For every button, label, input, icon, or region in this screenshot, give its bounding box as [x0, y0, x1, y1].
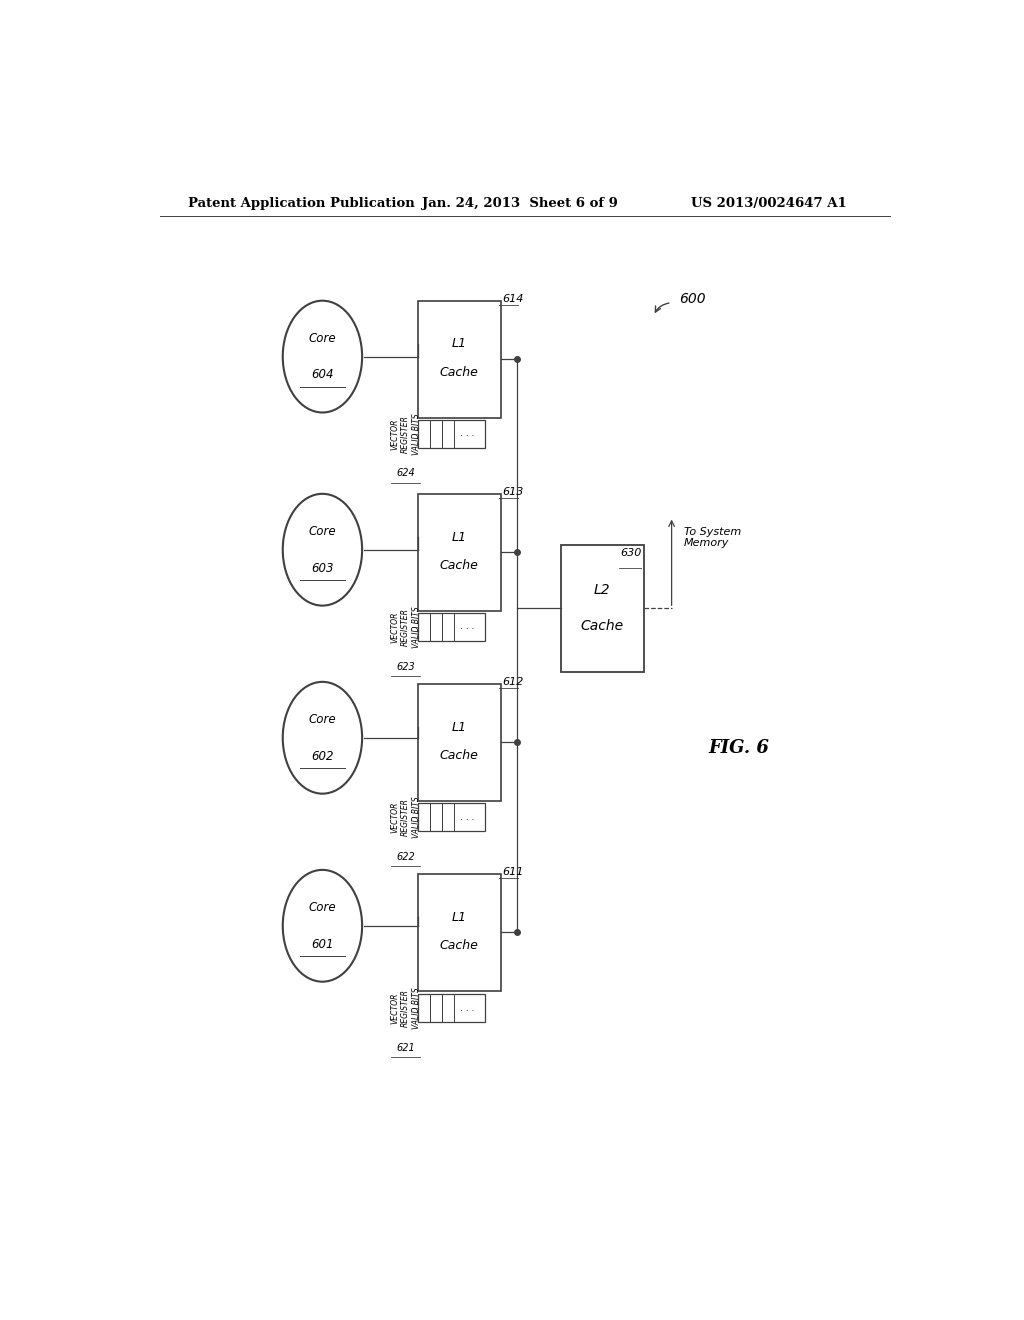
Text: L1: L1: [452, 338, 467, 350]
Bar: [418, 803, 430, 832]
Text: 603: 603: [311, 561, 334, 574]
Text: . . .: . . .: [460, 813, 474, 821]
Text: VECTOR
REGISTER
VALID BITS: VECTOR REGISTER VALID BITS: [391, 413, 421, 454]
Bar: [418, 420, 430, 447]
Text: VECTOR
REGISTER
VALID BITS: VECTOR REGISTER VALID BITS: [391, 606, 421, 648]
Bar: [430, 994, 442, 1022]
Bar: [418, 301, 501, 417]
Text: . . .: . . .: [460, 1003, 474, 1012]
Text: L1: L1: [452, 721, 467, 734]
Text: Cache: Cache: [581, 619, 624, 634]
Text: 600: 600: [680, 292, 707, 306]
Text: Core: Core: [308, 525, 336, 539]
Bar: [418, 420, 485, 447]
Text: VECTOR
REGISTER
VALID BITS: VECTOR REGISTER VALID BITS: [391, 987, 421, 1030]
Text: To System
Memory: To System Memory: [684, 527, 740, 548]
Text: Cache: Cache: [440, 939, 479, 952]
Text: . . .: . . .: [460, 429, 474, 438]
Text: 614: 614: [503, 294, 524, 304]
Text: 623: 623: [396, 661, 415, 672]
Text: US 2013/0024647 A1: US 2013/0024647 A1: [691, 197, 847, 210]
Bar: [560, 545, 644, 672]
Bar: [442, 420, 454, 447]
Bar: [442, 612, 454, 642]
Text: 622: 622: [396, 851, 415, 862]
Text: 624: 624: [396, 469, 415, 478]
Bar: [418, 994, 430, 1022]
Bar: [442, 994, 454, 1022]
Bar: [430, 803, 442, 832]
Text: 630: 630: [621, 548, 641, 557]
Bar: [430, 612, 442, 642]
Text: 612: 612: [503, 677, 524, 686]
Bar: [430, 420, 442, 447]
Text: L1: L1: [452, 911, 467, 924]
Bar: [418, 994, 485, 1022]
Text: Core: Core: [308, 902, 336, 913]
Text: FIG. 6: FIG. 6: [709, 739, 769, 756]
Text: . . .: . . .: [460, 623, 474, 631]
Bar: [418, 612, 485, 642]
Bar: [418, 494, 501, 611]
Text: 602: 602: [311, 750, 334, 763]
Text: L2: L2: [594, 583, 610, 597]
Text: Core: Core: [308, 713, 336, 726]
Bar: [418, 803, 485, 832]
Text: Cache: Cache: [440, 558, 479, 572]
Bar: [442, 803, 454, 832]
Text: Cache: Cache: [440, 366, 479, 379]
Text: Patent Application Publication: Patent Application Publication: [187, 197, 415, 210]
Text: L1: L1: [452, 531, 467, 544]
Text: 613: 613: [503, 487, 524, 496]
Text: Jan. 24, 2013  Sheet 6 of 9: Jan. 24, 2013 Sheet 6 of 9: [422, 197, 617, 210]
Text: 601: 601: [311, 937, 334, 950]
Bar: [418, 612, 430, 642]
Text: 621: 621: [396, 1043, 415, 1053]
Text: VECTOR
REGISTER
VALID BITS: VECTOR REGISTER VALID BITS: [391, 796, 421, 838]
Bar: [418, 684, 501, 801]
Text: 611: 611: [503, 867, 524, 876]
Text: 604: 604: [311, 368, 334, 381]
Bar: [418, 874, 501, 991]
Text: Cache: Cache: [440, 748, 479, 762]
Text: Core: Core: [308, 331, 336, 345]
